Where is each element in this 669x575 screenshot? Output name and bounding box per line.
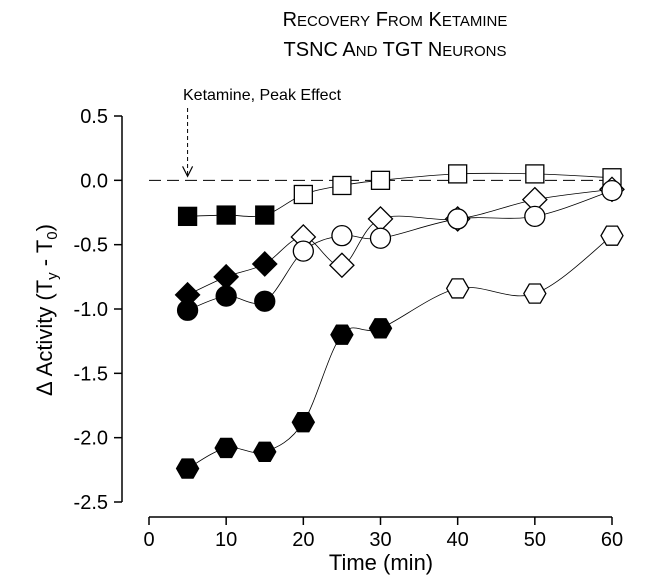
x-ticks: 0 10 20 30 40 50 60 xyxy=(143,517,623,551)
data-point-hexagon xyxy=(330,324,354,345)
y-tick-label: -1.0 xyxy=(74,299,108,321)
data-point-hexagon xyxy=(523,283,547,304)
data-point-circle xyxy=(254,290,276,312)
data-point-circle xyxy=(292,240,314,262)
data-point-hexagon xyxy=(600,225,624,246)
data-point-hexagon xyxy=(214,437,238,459)
data-point-hexagon xyxy=(175,458,200,479)
series-line-square xyxy=(187,172,613,217)
data-point-hexagon xyxy=(445,278,470,299)
data-point-circle xyxy=(524,205,546,228)
data-point-diamond xyxy=(213,263,240,290)
y-tick-label: 0.0 xyxy=(80,170,108,192)
data-point-square xyxy=(370,170,391,190)
data-point-square xyxy=(216,205,236,225)
x-tick-label: 10 xyxy=(215,529,237,551)
data-point-circle xyxy=(176,299,199,321)
x-axis-label: Time (min) xyxy=(329,550,433,575)
data-point-square xyxy=(293,184,313,205)
data-point-circle xyxy=(215,285,237,307)
data-point-square xyxy=(448,164,468,184)
series-line-diamond xyxy=(187,188,613,296)
data-point-circle xyxy=(601,179,623,202)
chart-subtitle: TSNC AND TGT NEURONS xyxy=(284,39,507,61)
y-tick-label: -1.5 xyxy=(74,363,108,385)
data-point-hexagon xyxy=(252,441,277,463)
annotation-arrowhead xyxy=(182,166,194,178)
series-layer xyxy=(174,164,625,479)
y-tick-label: -2.5 xyxy=(74,492,108,514)
data-point-circle xyxy=(447,208,469,230)
data-point-square xyxy=(332,175,352,196)
series-line-hexagon xyxy=(187,235,613,469)
data-point-hexagon xyxy=(291,412,316,433)
data-point-circle xyxy=(331,225,353,247)
x-tick-label: 30 xyxy=(369,529,391,551)
y-tick-label: -0.5 xyxy=(74,235,108,257)
y-tick-label: 0.5 xyxy=(80,106,108,128)
x-tick-label: 50 xyxy=(524,529,546,551)
y-tick-label: -2.0 xyxy=(74,428,108,450)
chart-title: RECOVERY FROM KETAMINE xyxy=(283,9,508,31)
data-point-diamond xyxy=(251,251,278,277)
x-tick-label: 0 xyxy=(143,529,154,551)
data-point-circle xyxy=(369,227,392,249)
data-point-diamond xyxy=(328,252,355,279)
y-axis-label: Δ Activity (Ty - T0) xyxy=(32,224,61,396)
annotation-text: Ketamine, Peak Effect xyxy=(183,87,342,104)
x-tick-label: 20 xyxy=(292,529,314,551)
data-point-square xyxy=(255,205,275,225)
data-point-square xyxy=(525,164,545,184)
series-line-circle xyxy=(187,190,613,311)
data-point-diamond xyxy=(367,206,394,232)
y-ticks: 0.5 0.0 -0.5 -1.0 -1.5 -2.0 -2.5 xyxy=(74,106,122,514)
data-point-square xyxy=(177,206,198,227)
x-tick-label: 40 xyxy=(447,529,469,551)
x-tick-label: 60 xyxy=(601,529,623,551)
data-point-hexagon xyxy=(368,318,393,339)
